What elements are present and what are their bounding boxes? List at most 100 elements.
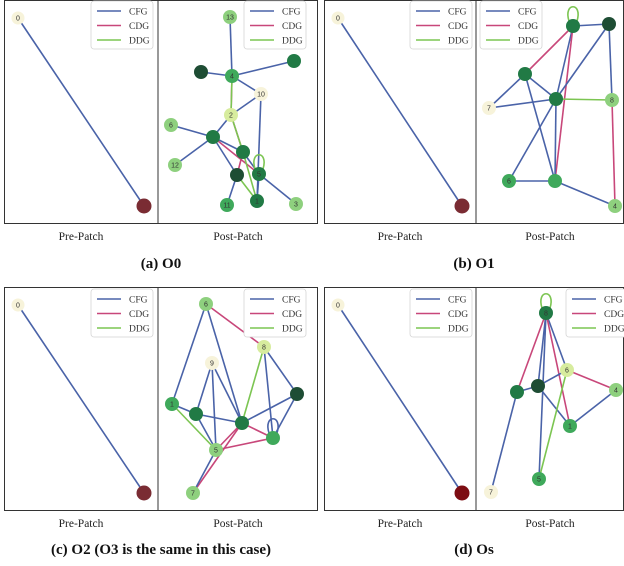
post-node xyxy=(168,158,182,172)
legend-post: CFG CDG DDG xyxy=(565,288,624,338)
legend-label-ddg: DDG xyxy=(604,325,624,335)
post-node-label: 4 xyxy=(613,204,617,211)
post-edge-cfg xyxy=(258,173,297,205)
legend-label-cdg: CDG xyxy=(129,22,149,32)
post-edge-cdg xyxy=(611,99,616,207)
pre-edge-cfg xyxy=(337,304,463,494)
legend-box xyxy=(479,0,543,50)
post-node-label: 6 xyxy=(169,123,173,130)
post-edge-cfg xyxy=(211,362,243,424)
post-node xyxy=(236,145,250,159)
post-node-label: 5 xyxy=(214,448,218,455)
panel-caption: (b) O1 xyxy=(453,256,494,272)
post-node-label: 1 xyxy=(255,199,259,206)
legend-label-cdg: CDG xyxy=(604,310,624,320)
post-node xyxy=(566,19,580,33)
post-patch-label: Post-Patch xyxy=(213,231,262,243)
post-node-label: 13 xyxy=(226,15,234,22)
post-edge-cfg xyxy=(508,98,557,182)
pre-node-label: 0 xyxy=(336,303,340,310)
post-node xyxy=(257,340,271,354)
panel-caption: (c) O2 (O3 is the same in this case) xyxy=(51,542,271,558)
post-node xyxy=(484,485,498,499)
post-node xyxy=(199,297,213,311)
pre-node-start xyxy=(11,298,25,312)
post-edge-cfg xyxy=(537,312,547,387)
post-node xyxy=(518,67,532,81)
post-edge-cdg xyxy=(545,312,571,427)
legend-label-cdg: CDG xyxy=(129,310,149,320)
post-node xyxy=(230,168,244,182)
post-node xyxy=(549,92,563,106)
legend-box xyxy=(409,0,473,50)
post-edge-cdg xyxy=(566,369,617,391)
post-edge-cfg xyxy=(171,303,207,405)
post-edge-cfg xyxy=(263,346,274,439)
post-node xyxy=(266,431,280,445)
post-node xyxy=(206,130,220,144)
legend-label-cdg: CDG xyxy=(448,310,468,320)
post-patch-label: Post-Patch xyxy=(213,518,262,530)
legend-post: CFG CDG DDG xyxy=(243,0,307,50)
pre-patch-graph: 0 xyxy=(331,298,470,501)
post-edge-cfg xyxy=(174,136,214,166)
pre-patch-label: Pre-Patch xyxy=(59,231,104,243)
legend-label-ddg: DDG xyxy=(282,37,303,47)
post-edge-cdg xyxy=(192,422,243,494)
post-edge-ddg xyxy=(555,98,613,101)
pre-node-end xyxy=(454,198,470,214)
post-node-label: 11 xyxy=(223,203,230,210)
post-node-label: 6 xyxy=(507,179,511,186)
pre-node-label: 0 xyxy=(16,303,20,310)
post-edge-cfg xyxy=(229,16,233,77)
post-node xyxy=(290,387,304,401)
legend-label-ddg: DDG xyxy=(282,325,303,335)
legend-label-ddg: DDG xyxy=(518,37,539,47)
post-edge-cdg xyxy=(212,136,260,175)
post-edge-cfg xyxy=(241,393,298,424)
post-node-label: 7 xyxy=(487,106,491,113)
post-node xyxy=(287,54,301,68)
post-node xyxy=(254,87,268,101)
post-edge-cfg xyxy=(195,362,213,415)
pre-node-start xyxy=(331,298,345,312)
post-edge-cdg xyxy=(516,312,547,393)
post-node-label: 8 xyxy=(544,311,548,318)
post-node xyxy=(225,69,239,83)
legend-pre: CFG CDG DDG xyxy=(409,0,473,50)
post-edge-cfg xyxy=(211,362,217,451)
post-node xyxy=(608,199,622,213)
post-edge-cdg xyxy=(554,25,574,182)
post-edge-loop-ddg xyxy=(540,292,552,309)
post-edge-cfg xyxy=(192,449,217,494)
legend-box xyxy=(90,288,154,338)
legend-label-cdg: CDG xyxy=(282,310,302,320)
post-node-label: 6 xyxy=(565,368,569,375)
post-node-label: 1 xyxy=(568,424,572,431)
post-node xyxy=(609,383,623,397)
post-edge-loop-ddg xyxy=(253,153,265,170)
pre-node-start xyxy=(11,11,25,25)
legend-box xyxy=(243,0,307,50)
panel-caption: (d) Os xyxy=(454,542,494,558)
legend-box xyxy=(409,288,473,338)
legend-label-cfg: CFG xyxy=(518,8,537,18)
post-edge-cfg xyxy=(538,312,547,480)
post-node xyxy=(252,167,266,181)
pre-node-end xyxy=(136,485,152,501)
legend-label-ddg: DDG xyxy=(448,37,469,47)
panel-frame xyxy=(4,0,318,224)
post-edge-cfg xyxy=(170,124,214,138)
post-node-label: 5 xyxy=(537,477,541,484)
post-edge-cfg xyxy=(490,391,518,493)
legend-post: CFG CDG DDG xyxy=(479,0,543,50)
pre-patch-graph: 0 xyxy=(331,11,470,214)
post-node xyxy=(194,65,208,79)
post-edge-cfg xyxy=(545,312,568,371)
legend-label-cdg: CDG xyxy=(282,22,302,32)
post-node xyxy=(289,197,303,211)
legend-label-ddg: DDG xyxy=(129,37,150,47)
post-edge-cdg xyxy=(215,437,274,451)
